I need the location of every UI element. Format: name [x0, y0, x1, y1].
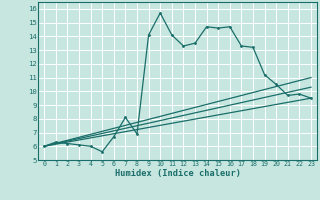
X-axis label: Humidex (Indice chaleur): Humidex (Indice chaleur) [115, 169, 241, 178]
